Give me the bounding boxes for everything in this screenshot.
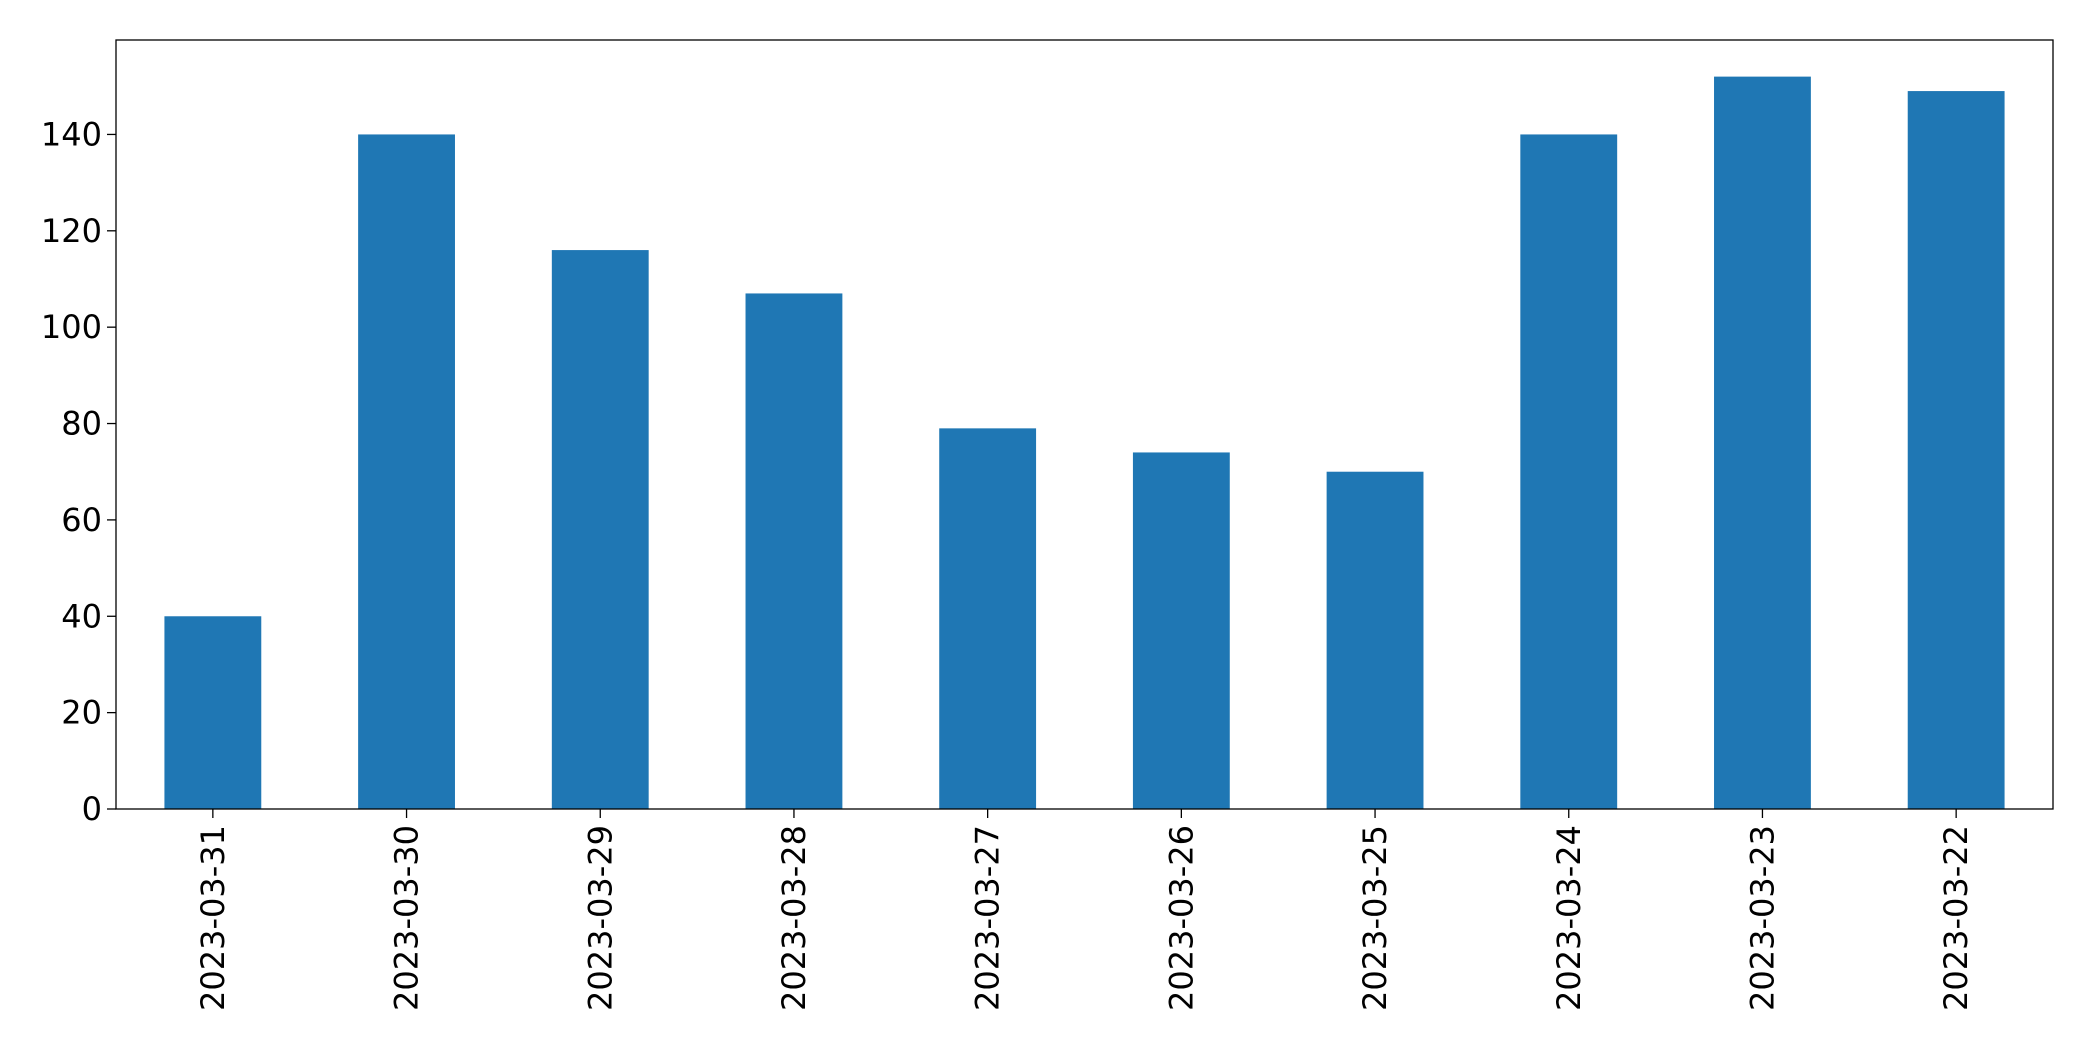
bar xyxy=(1714,76,1811,810)
x-tick-label: 2023-03-22 xyxy=(1937,825,1975,1011)
bar xyxy=(1326,471,1424,809)
y-tick-label: 120 xyxy=(41,212,102,250)
y-tick-label: 20 xyxy=(61,694,102,732)
y-tick-label: 140 xyxy=(41,115,102,153)
x-tick-label: 2023-03-29 xyxy=(581,825,619,1011)
x-tick-label: 2023-03-27 xyxy=(969,825,1007,1011)
x-tick-label: 2023-03-24 xyxy=(1550,825,1588,1011)
bar xyxy=(358,134,455,809)
bar xyxy=(1907,91,2005,810)
x-tick-label: 2023-03-31 xyxy=(194,825,232,1011)
bar xyxy=(164,616,262,809)
y-tick-label: 60 xyxy=(61,501,102,539)
x-tick-label: 2023-03-28 xyxy=(775,825,813,1011)
y-tick-label: 100 xyxy=(41,308,102,346)
y-tick-label: 40 xyxy=(61,597,102,635)
x-tick-label: 2023-03-30 xyxy=(388,825,426,1011)
bar xyxy=(1132,452,1230,809)
x-tick-label: 2023-03-25 xyxy=(1356,825,1394,1011)
bar xyxy=(745,293,843,809)
bar xyxy=(1520,134,1618,809)
x-tick-label: 2023-03-26 xyxy=(1162,825,1200,1011)
bar xyxy=(939,428,1037,809)
bar xyxy=(551,250,649,809)
plot-frame xyxy=(115,39,2054,810)
y-tick-label: 0 xyxy=(82,790,102,828)
x-tick-label: 2023-03-23 xyxy=(1743,825,1781,1011)
y-tick-label: 80 xyxy=(61,405,102,443)
